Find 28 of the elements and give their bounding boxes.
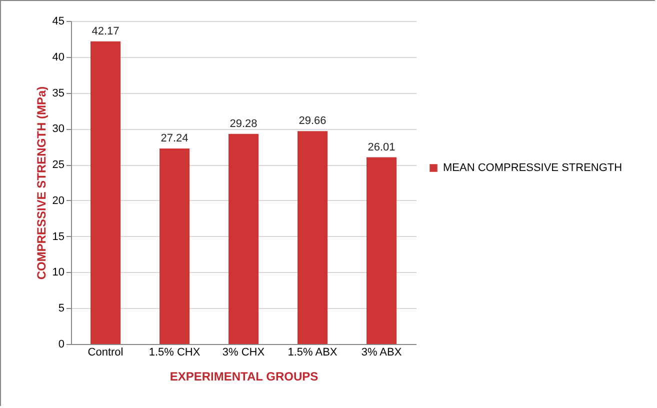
- bar: [298, 131, 328, 344]
- y-tick-label: 20: [52, 194, 64, 207]
- data-label: 27.24: [160, 132, 188, 144]
- y-axis-title: COMPRESSIVE STRENGTH (MPa): [34, 86, 48, 280]
- y-tick-label: 40: [52, 51, 64, 64]
- bar: [366, 157, 396, 344]
- y-tick-label: 10: [52, 266, 64, 279]
- x-tick-label: 3% CHX: [222, 346, 266, 358]
- bar: [90, 41, 120, 344]
- x-tick-label: Control: [88, 346, 124, 358]
- y-tick-label: 0: [58, 338, 64, 350]
- y-tick-label: 45: [52, 16, 64, 28]
- y-tick-label: 25: [52, 159, 64, 172]
- bar: [228, 134, 258, 344]
- data-label: 26.01: [368, 141, 396, 154]
- y-tick-label: 15: [52, 230, 64, 243]
- y-tick-label: 35: [52, 87, 64, 100]
- x-axis-title: EXPERIMENTAL GROUPS: [170, 370, 318, 384]
- legend-label: MEAN COMPRESSIVE STRENGTH: [443, 162, 622, 174]
- x-tick-label: 1.5% ABX: [288, 346, 338, 358]
- x-tick-label: 1.5% CHX: [148, 346, 201, 358]
- data-label: 29.66: [298, 115, 326, 128]
- bar: [160, 148, 190, 344]
- y-tick-label: 5: [58, 302, 64, 315]
- y-tick-label: 30: [52, 123, 64, 136]
- data-label: 29.28: [230, 118, 258, 130]
- x-tick-label: 3% ABX: [361, 346, 402, 358]
- data-label: 42.17: [92, 25, 120, 38]
